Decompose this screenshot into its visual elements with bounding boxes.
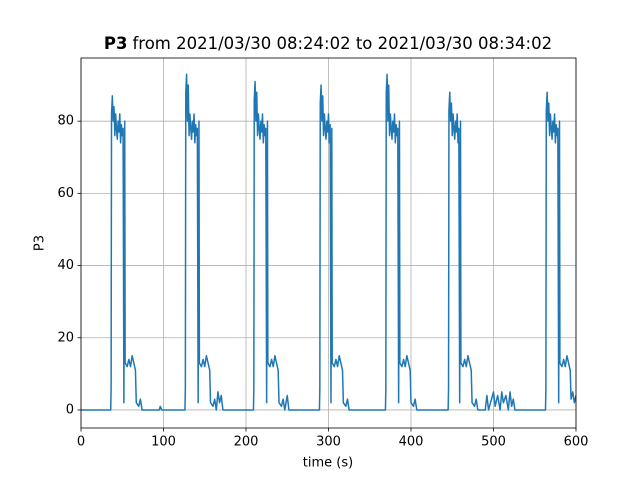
x-tick-label: 100 — [151, 435, 176, 450]
chart-title: P3 from 2021/03/30 08:24:02 to 2021/03/30… — [104, 34, 552, 53]
x-tick-label: 200 — [234, 435, 259, 450]
y-tick-label: 60 — [57, 186, 74, 201]
grid — [80, 58, 577, 428]
y-tick-label: 80 — [57, 114, 74, 129]
x-tick-label: 600 — [564, 435, 589, 450]
x-tick-label: 300 — [316, 435, 341, 450]
x-tick-label: 500 — [481, 435, 506, 450]
plot-area — [81, 73, 576, 411]
title-text: from 2021/03/30 08:24:02 to 2021/03/30 0… — [132, 34, 552, 53]
y-tick-label: 0 — [66, 402, 74, 417]
x-axis-label: time (s) — [303, 456, 353, 471]
y-tick-label: 40 — [57, 258, 74, 273]
x-tick-label: 400 — [399, 435, 424, 450]
title-bold: P3 — [104, 34, 128, 53]
y-tick-label: 20 — [57, 330, 74, 345]
y-axis-label: P3 — [33, 235, 48, 251]
x-tick-label: 0 — [77, 435, 85, 450]
data-line — [81, 73, 576, 411]
